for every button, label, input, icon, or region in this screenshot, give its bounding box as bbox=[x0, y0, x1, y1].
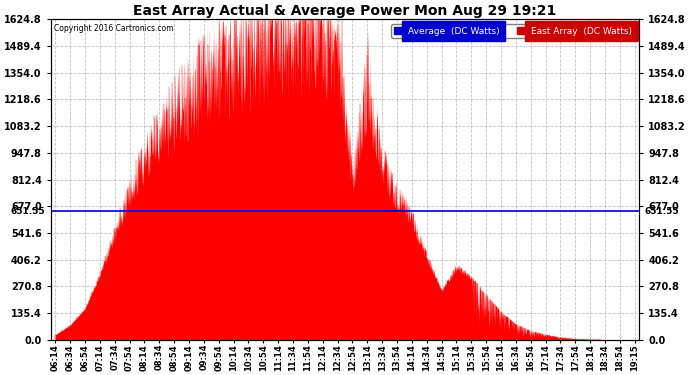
Text: Copyright 2016 Cartronics.com: Copyright 2016 Cartronics.com bbox=[54, 24, 173, 33]
Title: East Array Actual & Average Power Mon Aug 29 19:21: East Array Actual & Average Power Mon Au… bbox=[133, 4, 557, 18]
Text: 651.55: 651.55 bbox=[10, 207, 46, 216]
Text: 651.55: 651.55 bbox=[644, 207, 680, 216]
Legend: Average  (DC Watts), East Array  (DC Watts): Average (DC Watts), East Array (DC Watts… bbox=[391, 24, 635, 38]
